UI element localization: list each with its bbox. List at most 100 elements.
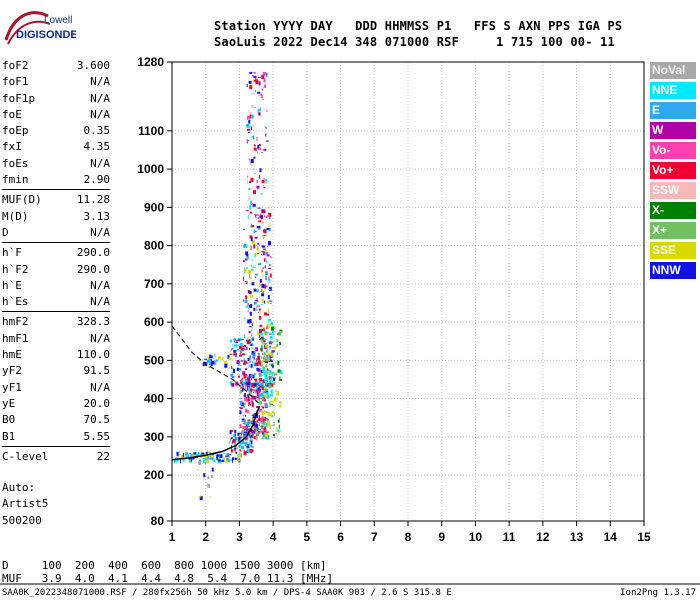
- param-value: N/A: [90, 331, 110, 345]
- param-divider: [2, 311, 110, 313]
- echo-point: [265, 180, 269, 183]
- echo-point: [268, 434, 270, 439]
- echo-point: [176, 451, 180, 453]
- echo-point: [262, 234, 264, 238]
- echo-point: [267, 295, 270, 300]
- echo-point: [258, 387, 261, 389]
- echo-point: [261, 364, 264, 367]
- echo-point: [210, 365, 213, 367]
- echo-point: [211, 454, 215, 456]
- echo-point: [259, 362, 261, 365]
- echo-point: [243, 348, 247, 350]
- echo-point: [240, 339, 244, 341]
- echo-point: [269, 370, 272, 374]
- echo-point: [269, 376, 272, 381]
- echo-point: [223, 452, 226, 454]
- echo-point: [248, 291, 252, 295]
- echo-point: [246, 382, 249, 386]
- param-row: foE N/A: [2, 107, 110, 123]
- echo-point: [239, 342, 243, 346]
- echo-point: [247, 445, 250, 447]
- echo-point: [260, 336, 264, 340]
- echo-point: [246, 447, 248, 452]
- echo-point: [259, 174, 261, 179]
- echo-point: [253, 423, 255, 428]
- echo-point: [210, 474, 213, 478]
- echo-point: [266, 422, 270, 427]
- echo-point: [263, 342, 267, 345]
- echo-point: [271, 368, 273, 370]
- echo-point: [269, 393, 273, 397]
- echo-point: [261, 405, 264, 407]
- echo-point: [243, 260, 246, 263]
- echo-point: [190, 459, 192, 462]
- echo-point: [273, 331, 277, 333]
- echo-point: [265, 339, 267, 341]
- y-tick-label: 500: [144, 353, 164, 367]
- echo-point: [204, 358, 208, 360]
- echo-point: [248, 401, 251, 405]
- echo-point: [268, 340, 272, 342]
- echo-point: [255, 389, 259, 393]
- echo-point: [234, 432, 236, 437]
- echo-point: [245, 210, 249, 212]
- echo-point: [232, 369, 235, 374]
- echo-point: [270, 389, 273, 394]
- echo-point: [266, 355, 269, 359]
- echo-point: [262, 369, 264, 373]
- echo-point: [270, 403, 274, 405]
- echo-point: [256, 420, 258, 423]
- echo-point: [263, 229, 267, 234]
- echo-point: [262, 71, 266, 75]
- echo-point: [209, 496, 211, 498]
- echo-point: [244, 431, 248, 433]
- echo-point: [224, 363, 228, 368]
- echo-point: [261, 271, 264, 273]
- param-divider: [2, 445, 110, 447]
- legend-item: W: [650, 122, 696, 139]
- echo-point: [252, 388, 254, 391]
- echo-point: [260, 369, 263, 373]
- echo-point: [251, 105, 255, 107]
- echo-point: [248, 419, 251, 421]
- echo-point: [249, 413, 251, 415]
- echo-point: [258, 147, 262, 150]
- echo-point: [276, 427, 278, 429]
- echo-point: [276, 392, 278, 396]
- echo-point: [253, 147, 257, 151]
- echo-point: [248, 139, 250, 141]
- echo-point: [198, 460, 202, 465]
- echo-point: [249, 421, 253, 425]
- echo-point: [264, 361, 268, 364]
- echo-point: [254, 231, 257, 233]
- param-name: B0: [2, 413, 16, 427]
- echo-point: [268, 384, 272, 389]
- echo-point: [265, 251, 269, 255]
- echo-point: [240, 433, 242, 436]
- echo-point: [241, 383, 244, 386]
- echo-point: [268, 288, 271, 290]
- echo-point: [270, 364, 273, 367]
- echo-point: [249, 361, 252, 363]
- echo-point: [272, 363, 274, 365]
- echo-point: [269, 300, 273, 302]
- y-tick-label: 800: [144, 239, 164, 253]
- echo-point: [258, 372, 262, 377]
- echo-point: [239, 400, 242, 405]
- echo-point: [274, 361, 276, 363]
- echo-point: [261, 436, 264, 440]
- echo-point: [273, 421, 275, 426]
- echo-point: [249, 432, 253, 435]
- echo-point: [260, 392, 264, 397]
- footer-version: Ion2Png 1.3.17: [620, 588, 696, 598]
- echo-point: [260, 290, 264, 292]
- echo-point: [247, 200, 249, 202]
- echo-point: [248, 119, 251, 124]
- echo-point: [233, 448, 236, 451]
- echo-point: [251, 136, 254, 139]
- echo-point: [247, 110, 250, 112]
- echo-point: [262, 391, 265, 395]
- param-name: h`F2: [2, 262, 29, 276]
- param-name: D: [2, 225, 9, 239]
- echo-point: [253, 362, 257, 367]
